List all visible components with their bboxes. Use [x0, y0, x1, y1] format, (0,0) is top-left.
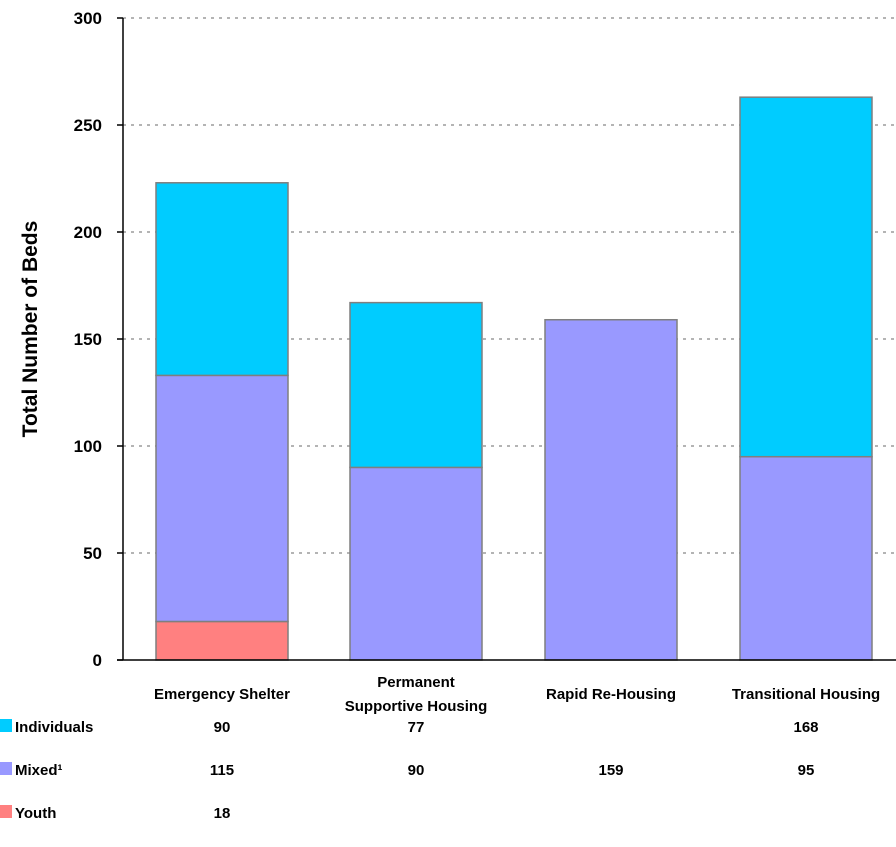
y-tick-labels: 0 50 100 150 200 250 300 — [74, 9, 102, 670]
data-table: Individuals 90 77 168 Mixed¹ 115 90 159 95 Youth 1… — [0, 719, 819, 822]
y-tick-label: 300 — [74, 9, 102, 28]
y-tick-label: 0 — [93, 651, 102, 670]
bar-segment — [155, 620, 289, 661]
bar-segment — [349, 466, 483, 661]
series-label: Mixed¹ — [15, 762, 63, 779]
bar-segment — [544, 318, 678, 661]
data-label: 159 — [598, 762, 623, 779]
bar-segment — [155, 374, 289, 623]
bar-segment — [155, 182, 289, 377]
y-tick-label: 100 — [74, 437, 102, 456]
category-label: Rapid Re-Housing — [546, 686, 676, 703]
category-labels: Emergency Shelter Permanent Supportive Hou… — [154, 674, 880, 715]
data-label: 18 — [214, 805, 231, 822]
data-label: 90 — [408, 762, 425, 779]
y-tick-label: 250 — [74, 116, 102, 135]
data-label: 168 — [793, 719, 818, 736]
y-tick-label: 150 — [74, 330, 102, 349]
data-label: 95 — [798, 762, 815, 779]
category-label: Emergency Shelter — [154, 686, 290, 703]
bar-segment — [739, 455, 873, 661]
legend-swatch — [0, 762, 12, 775]
series-label: Individuals — [15, 719, 93, 736]
data-label: 77 — [408, 719, 425, 736]
category-label: Permanent Supportive Housing — [345, 674, 488, 715]
data-label: 90 — [214, 719, 231, 736]
data-label: 115 — [210, 762, 234, 779]
y-axis-label: Total Number of Beds — [19, 221, 42, 438]
bar-segment — [739, 96, 873, 458]
series-label: Youth — [15, 805, 56, 822]
bars — [155, 96, 873, 661]
y-tick-label: 200 — [74, 223, 102, 242]
legend-swatch — [0, 805, 12, 818]
y-tick-label: 50 — [83, 544, 102, 563]
axes — [117, 17, 896, 661]
category-label: Transitional Housing — [732, 686, 880, 703]
legend-swatch — [0, 719, 12, 732]
bar-segment — [349, 301, 483, 469]
